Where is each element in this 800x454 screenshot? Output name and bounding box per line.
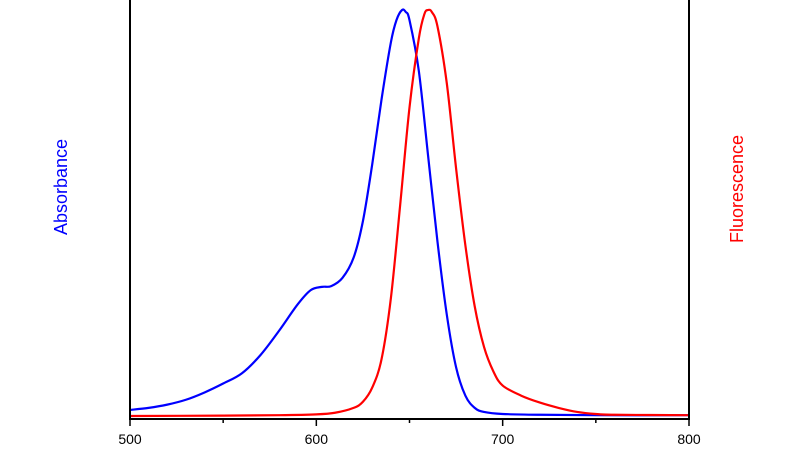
y-axis-right-title: Fluorescence (727, 135, 747, 243)
plot-area (129, 8, 690, 418)
x-tick-label: 500 (118, 431, 142, 447)
x-tick-label: 700 (491, 431, 515, 447)
x-ticks: 500 600 700 800 (118, 419, 701, 447)
absorbance-series-line (129, 8, 690, 417)
fluorescence-series-line (129, 8, 690, 418)
y-axis-left-title: Absorbance (51, 139, 71, 235)
x-tick-label: 800 (677, 431, 701, 447)
x-tick-label: 600 (305, 431, 329, 447)
